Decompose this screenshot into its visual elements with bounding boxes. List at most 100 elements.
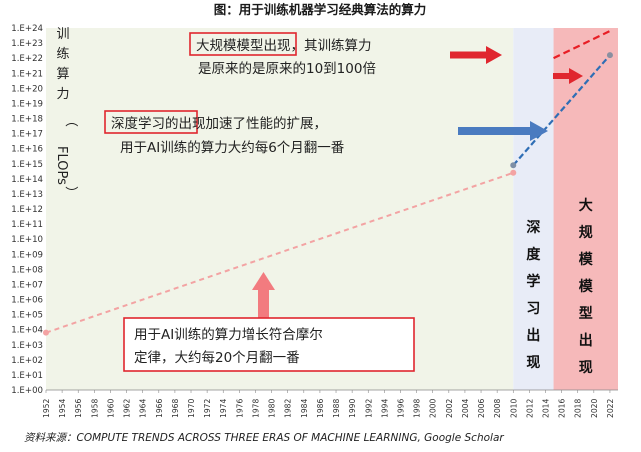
x-tick-label: 1978 — [251, 399, 260, 418]
y-tick-label: 1.E+24 — [11, 24, 43, 34]
y-tick-label: 1.E+10 — [11, 235, 43, 245]
y-tick-label: 1.E+03 — [11, 341, 43, 351]
y-axis-ticks: 1.E+00 1.E+01 1.E+02 1.E+03 1.E+04 1.E+05 1.E+… — [11, 24, 43, 396]
deep-learning-era-label-char: 出 — [526, 327, 540, 344]
x-tick-label: 1976 — [235, 399, 244, 418]
svg-text:大规模模型出现，其训练算力: 大规模模型出现，其训练算力 — [196, 38, 372, 54]
x-tick-label: 1960 — [106, 399, 115, 418]
x-tick-label: 2018 — [574, 399, 583, 418]
x-tick-label: 1970 — [187, 399, 196, 418]
y-tick-label: 1.E+04 — [11, 326, 43, 336]
moore-law-text-line1: 用于AI训练的算力增长符合摩尔 — [134, 326, 323, 343]
y-label-char: 练 — [56, 47, 69, 62]
y-tick-label: 1.E+21 — [11, 69, 43, 79]
deep-learning-highlight-box — [104, 110, 198, 134]
moore-law-box — [123, 317, 415, 372]
large-model-era-label-char: 模 — [579, 251, 594, 268]
large-model-arrow — [450, 46, 502, 64]
x-tick-label: 2020 — [590, 399, 599, 418]
y-label-paren-open: （ — [63, 114, 78, 127]
x-tick-label: 1972 — [203, 399, 212, 418]
y-tick-label: 1.E+14 — [11, 175, 43, 185]
x-tick-label: 2016 — [558, 399, 567, 418]
large-model-era-label-char: 大 — [579, 197, 593, 214]
deep-learning-era-label-char: 深 — [526, 219, 540, 236]
y-label-char: 训 — [56, 27, 69, 42]
y-label-paren-close: ） — [63, 186, 78, 199]
large-model-text-line2: 是原来的是原来的10到100倍 — [198, 61, 376, 77]
moore-law-arrow — [252, 272, 275, 318]
deep-learning-arrow — [458, 121, 548, 141]
x-tick-label: 1984 — [300, 399, 309, 418]
y-label-char: 算 — [56, 67, 69, 82]
x-tick-label: 1964 — [139, 399, 148, 418]
x-tick-label: 2006 — [477, 399, 486, 418]
deep-learning-text-line1: 的出现加速了性能的扩展， — [165, 116, 327, 132]
y-tick-label: 1.E+23 — [11, 39, 43, 49]
y-tick-label: 1.E+08 — [11, 265, 43, 275]
y-label-unit: FLOPs — [54, 146, 69, 185]
y-tick-label: 1.E+15 — [11, 160, 43, 170]
trend-start-point — [43, 329, 49, 336]
moore-law-text-line2: 定律，大约每20个月翻一番 — [134, 350, 300, 366]
x-tick-label: 2002 — [445, 399, 454, 418]
y-label-char: 力 — [56, 87, 69, 102]
x-tick-label: 1968 — [171, 399, 180, 418]
large-model-era-label-char: 规 — [579, 225, 593, 241]
x-tick-label: 1992 — [364, 399, 373, 418]
pre-deep-learning-end-point — [510, 169, 517, 176]
x-tick-label: 1986 — [316, 399, 325, 418]
y-tick-label: 1.E+12 — [11, 205, 43, 215]
x-tick-label: 1954 — [58, 399, 67, 418]
large-model-era-band — [553, 28, 618, 390]
x-tick-label: 1998 — [413, 399, 422, 418]
y-tick-label: 1.E+13 — [11, 190, 43, 200]
large-model-annotation: 大规模模型出现，其训练算力 是原来的是原来的10到100倍 — [189, 32, 376, 77]
x-tick-label: 2010 — [509, 399, 518, 418]
y-tick-label: 1.E+07 — [11, 280, 43, 290]
x-tick-label: 1962 — [123, 399, 132, 418]
deep-learning-start-point — [510, 162, 517, 169]
x-tick-label: 2014 — [541, 399, 550, 418]
x-tick-label: 1958 — [90, 399, 99, 418]
deep-learning-era-label-char: 习 — [526, 301, 540, 317]
large-model-era-label-char: 出 — [579, 332, 593, 349]
large-model-era-label-char: 模 — [579, 278, 594, 295]
y-tick-label: 1.E+20 — [11, 84, 43, 94]
x-tick-label: 1956 — [74, 399, 83, 418]
y-tick-label: 1.E+01 — [11, 371, 43, 381]
y-tick-label: 1.E+11 — [11, 220, 43, 230]
x-axis-ticks: 1952 1954 1956 1958 1960 1962 1964 1966 1968 1970… — [42, 390, 615, 418]
deep-learning-highlight-text: 深度学习 — [111, 116, 165, 132]
x-tick-label: 1952 — [42, 399, 51, 418]
y-axis-label: 训练算力 （ FLOPs） — [54, 27, 78, 199]
x-tick-label: 1974 — [219, 399, 228, 418]
large-model-arrow-2 — [553, 68, 583, 84]
y-tick-label: 1.E+16 — [11, 145, 43, 155]
y-tick-label: 1.E+00 — [11, 386, 43, 396]
x-tick-label: 1980 — [268, 399, 277, 418]
large-model-highlight-box — [189, 32, 297, 56]
deep-learning-era-label-char: 学 — [526, 273, 540, 290]
deep-learning-annotation: 深度学习的出现加速了性能的扩展， 用于AI训练的算力大约每6个月翻一番 — [104, 110, 345, 156]
y-tick-label: 1.E+22 — [11, 54, 43, 64]
chart-title: 图：用于训练机器学习经典算法的算力 — [214, 2, 427, 17]
source-note: 资料来源：COMPUTE TRENDS ACROSS THREE ERAS OF… — [24, 432, 504, 444]
y-tick-label: 1.E+18 — [11, 115, 43, 125]
x-tick-label: 1996 — [396, 399, 405, 418]
large-model-text-line1: 出现，其训练算力 — [264, 38, 372, 54]
deep-learning-era-band — [513, 28, 554, 390]
deep-learning-era-label-char: 度 — [526, 246, 541, 263]
x-tick-label: 2008 — [493, 399, 502, 418]
y-tick-label: 1.E+09 — [11, 250, 43, 260]
x-tick-label: 2012 — [525, 399, 534, 418]
series-lines — [43, 30, 613, 336]
x-tick-label: 2000 — [429, 399, 438, 418]
y-tick-label: 1.E+19 — [11, 99, 43, 109]
large-model-era-label-char: 型 — [579, 305, 593, 322]
deep-learning-text-line2: 用于AI训练的算力大约每6个月翻一番 — [120, 140, 345, 156]
pre-deep-learning-trend-line — [45, 171, 514, 334]
